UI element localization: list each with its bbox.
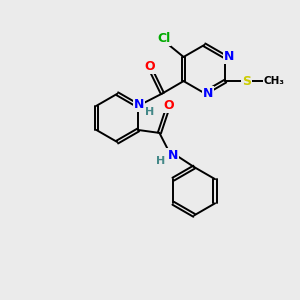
Text: H: H [145, 107, 154, 117]
Text: N: N [167, 149, 178, 162]
Text: H: H [156, 156, 166, 166]
Text: O: O [164, 99, 174, 112]
Text: Cl: Cl [157, 32, 170, 45]
Text: N: N [203, 87, 214, 100]
Text: N: N [134, 98, 144, 111]
Text: O: O [144, 61, 155, 74]
Text: CH₃: CH₃ [263, 76, 284, 86]
Text: N: N [224, 50, 234, 63]
Text: S: S [242, 75, 251, 88]
